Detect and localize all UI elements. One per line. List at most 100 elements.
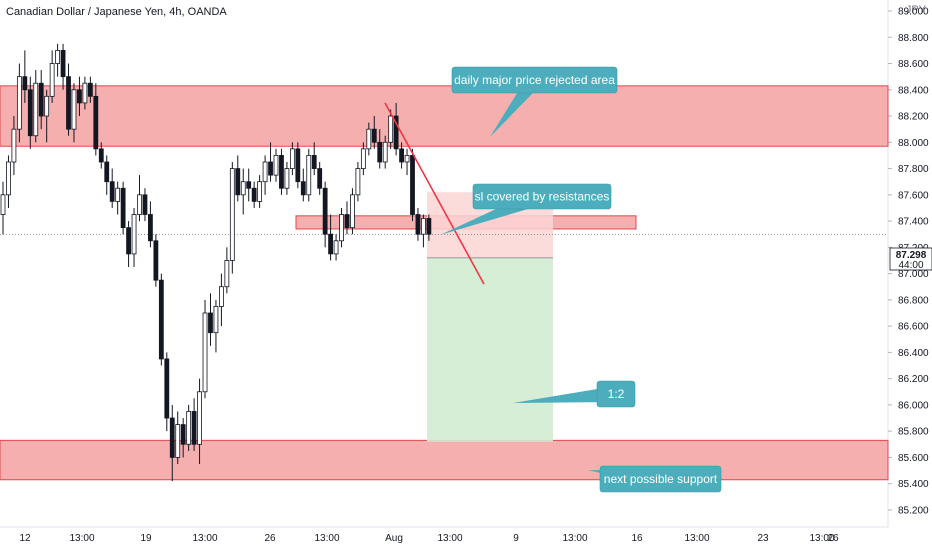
candle-body bbox=[300, 181, 306, 196]
candle-body bbox=[131, 214, 137, 255]
candle-body bbox=[93, 95, 99, 150]
x-tick-label: 12 bbox=[19, 533, 31, 544]
y-tick-label: 88.400 bbox=[898, 85, 929, 96]
candle-body bbox=[115, 187, 121, 202]
candle-body bbox=[317, 168, 323, 189]
y-tick-label: 85.200 bbox=[898, 505, 929, 516]
y-tick-label: 87.600 bbox=[898, 190, 929, 201]
y-tick-label: 87.000 bbox=[898, 269, 929, 280]
candle-body bbox=[126, 227, 131, 255]
candle-body bbox=[284, 168, 290, 189]
candle-body bbox=[104, 161, 110, 183]
candle-body bbox=[27, 89, 33, 137]
trend-line[interactable] bbox=[384, 102, 485, 285]
candle-body bbox=[268, 161, 273, 176]
callout-box[interactable] bbox=[451, 66, 618, 94]
candle-body bbox=[426, 218, 432, 235]
take-profit-box[interactable] bbox=[427, 257, 553, 442]
candle-body bbox=[366, 128, 372, 150]
candle-body bbox=[404, 155, 410, 163]
candle-body bbox=[153, 240, 159, 281]
x-tick-label: 13:00 bbox=[69, 533, 94, 544]
candle-body bbox=[169, 417, 175, 458]
y-tick-label: 85.400 bbox=[898, 479, 929, 490]
candle-body bbox=[60, 49, 66, 78]
x-tick-label: 13:00 bbox=[684, 533, 709, 544]
bar-countdown: 44:00 bbox=[898, 260, 923, 271]
candle-body bbox=[360, 148, 366, 169]
candle-body bbox=[191, 411, 197, 445]
candle-body bbox=[279, 155, 284, 189]
y-tick-label: 86.800 bbox=[898, 295, 929, 306]
candle-body bbox=[322, 187, 328, 235]
candle-body bbox=[87, 82, 93, 97]
candle-body bbox=[295, 148, 301, 183]
callout-box[interactable] bbox=[472, 183, 612, 210]
candle-body bbox=[55, 49, 60, 64]
candle-body bbox=[257, 181, 263, 202]
x-tick-label: 16 bbox=[631, 533, 643, 544]
callout-box[interactable] bbox=[596, 380, 636, 408]
candle-body bbox=[377, 141, 383, 163]
candle-body bbox=[180, 424, 186, 445]
y-tick-label: 85.800 bbox=[898, 427, 929, 438]
candle-body bbox=[208, 312, 213, 334]
candle-body bbox=[44, 95, 50, 117]
candle-body bbox=[388, 115, 394, 143]
candle-body bbox=[333, 240, 339, 255]
candle-body bbox=[218, 286, 224, 307]
candle-body bbox=[197, 391, 202, 445]
y-tick-label: 88.200 bbox=[898, 112, 929, 123]
candle-body bbox=[240, 181, 246, 196]
candle-body bbox=[273, 155, 279, 176]
x-tick-label: 13:00 bbox=[562, 533, 587, 544]
candle-body bbox=[289, 148, 295, 169]
candle-body bbox=[235, 168, 241, 196]
x-tick-label: 13:00 bbox=[437, 533, 462, 544]
callout-text: next possible support bbox=[604, 472, 718, 486]
y-tick-label: 88.600 bbox=[898, 59, 929, 70]
candle-body bbox=[120, 187, 126, 229]
candle-body bbox=[98, 148, 104, 163]
candle-body bbox=[6, 161, 11, 196]
y-tick-label: 88.000 bbox=[898, 138, 929, 149]
x-tick-label: 19 bbox=[140, 533, 152, 544]
y-tick-label: 88.800 bbox=[898, 33, 929, 44]
candle-body bbox=[66, 76, 71, 130]
candle-body bbox=[71, 89, 77, 130]
candle-body bbox=[82, 82, 88, 104]
candle-body bbox=[399, 148, 404, 163]
callout-pointer bbox=[513, 386, 617, 403]
candle-body bbox=[77, 89, 82, 104]
candle-body bbox=[142, 194, 148, 215]
candle-body bbox=[109, 181, 115, 202]
x-tick-label: Aug bbox=[385, 533, 403, 544]
x-tick-label: 9 bbox=[513, 533, 519, 544]
candle-body bbox=[164, 358, 170, 419]
y-tick-label: 86.000 bbox=[898, 400, 929, 411]
candle-body bbox=[415, 214, 421, 235]
candle-body bbox=[421, 218, 426, 235]
candle-body bbox=[393, 115, 399, 150]
candle-body bbox=[0, 194, 6, 215]
callout-text: daily major price rejected area bbox=[454, 73, 615, 87]
y-tick-label: 89.000 bbox=[898, 7, 929, 18]
candle-body bbox=[148, 214, 153, 242]
x-tick-label: 26 bbox=[827, 533, 839, 544]
candle-body bbox=[202, 312, 208, 393]
candle-body bbox=[175, 424, 181, 458]
y-tick-label: 86.200 bbox=[898, 374, 929, 385]
candle-body bbox=[33, 82, 39, 137]
candle-body bbox=[311, 155, 317, 169]
candle-body bbox=[186, 411, 192, 445]
y-tick-label: 87.400 bbox=[898, 217, 929, 228]
currency-label: JPY bbox=[905, 4, 926, 16]
y-tick-label: 87.800 bbox=[898, 164, 929, 175]
candle-body bbox=[49, 63, 55, 97]
candle-body bbox=[38, 82, 44, 117]
callout-box[interactable] bbox=[599, 465, 722, 493]
x-tick-label: 13:00 bbox=[809, 533, 834, 544]
candle-body bbox=[344, 214, 350, 229]
callout-text: sl covered by resistances bbox=[475, 190, 610, 204]
